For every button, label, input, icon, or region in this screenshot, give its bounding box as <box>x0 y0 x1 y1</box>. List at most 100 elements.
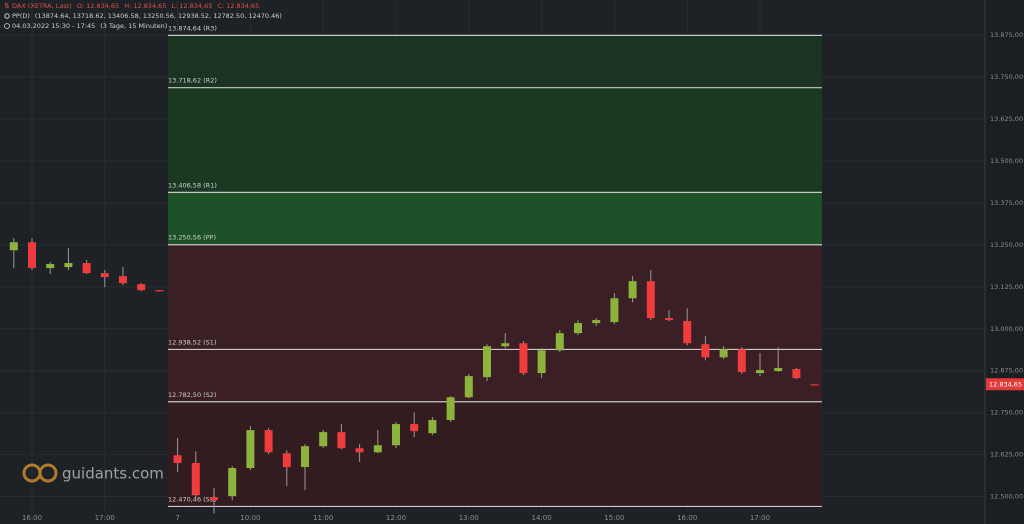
candle-body <box>701 344 710 358</box>
x-tick-label: 11:00 <box>313 514 333 522</box>
candle-body <box>228 468 237 497</box>
x-tick-label: 12:00 <box>386 514 406 522</box>
candle-body <box>264 430 273 453</box>
range: 04.03.2022 15:30 - 17:45 <box>12 22 95 30</box>
pivot-zone <box>168 35 822 88</box>
pivot-label: 13.406,58 (R1) <box>168 181 217 189</box>
candle-body <box>337 432 346 449</box>
candle-body <box>756 370 764 374</box>
candles <box>9 238 819 514</box>
pivot-zone <box>168 244 822 350</box>
candle-body <box>210 497 218 501</box>
x-tick-label: 17:00 <box>750 514 770 522</box>
instrument: DAX (XETRA, Last) <box>12 2 72 10</box>
y-tick-label: 13.000,00 <box>990 325 1023 333</box>
x-tick-label: 14:00 <box>532 514 552 522</box>
candle-body <box>46 264 55 269</box>
header: ⇅ DAX (XETRA, Last) PP(D) 04.03.2022 15:… <box>4 2 282 30</box>
y-tick-label: 12.750,00 <box>990 409 1023 417</box>
labels: 12.500,00 12.625,00 12.750,00 12.875,00 13.0… <box>22 31 1024 522</box>
candle-body <box>501 343 510 347</box>
x-tick-label: 17:00 <box>95 514 115 522</box>
indicator-name: PP(D) <box>12 12 30 20</box>
candle-body <box>301 446 309 468</box>
axis-panel <box>985 0 1024 524</box>
x-tick-label: 7 <box>175 514 179 522</box>
pivot-zone <box>168 192 822 245</box>
candle-body <box>373 445 382 453</box>
candle-body <box>282 453 291 468</box>
candle-body <box>355 448 364 453</box>
candle-body <box>446 397 455 421</box>
candle-body <box>592 320 601 324</box>
y-tick-label: 13.875,00 <box>990 31 1023 39</box>
indicator-values: (13874.64, 13718.62, 13406.58, 13250.56,… <box>35 12 282 20</box>
y-tick-label: 13.250,00 <box>990 241 1023 249</box>
y-tick-label: 12.625,00 <box>990 451 1023 459</box>
candle-body <box>82 263 91 274</box>
candle-body <box>392 424 400 446</box>
pivot-zone <box>168 349 822 402</box>
candle-body <box>792 369 801 379</box>
candle-body <box>100 273 109 278</box>
candle-body <box>410 424 419 432</box>
candle-body <box>665 318 673 321</box>
y-tick-label: 13.750,00 <box>990 73 1023 81</box>
pivot-label: 12.938,52 (S1) <box>168 338 216 346</box>
candle-body <box>191 462 200 496</box>
watermark: guidants.com <box>22 463 164 483</box>
candle-body <box>737 349 746 373</box>
y-tick-label: 13.125,00 <box>990 283 1023 291</box>
candle-body <box>574 323 582 334</box>
y-tick-label: 13.375,00 <box>990 199 1023 207</box>
pivot-label: 12.782,50 (S2) <box>168 391 216 399</box>
range-detail: (3 Tage, 15 Minuten) <box>100 22 167 30</box>
y-tick-label: 13.500,00 <box>990 157 1023 165</box>
pivot-label: 13.250,56 (PP) <box>168 234 216 242</box>
candle-body <box>173 455 182 463</box>
ohlc-value: L: 12.834,65 <box>171 2 212 10</box>
ohlc-value: H: 12.834,65 <box>124 2 166 10</box>
candle-body <box>537 350 546 374</box>
candle-body <box>810 384 819 386</box>
candle-body <box>319 432 328 447</box>
candle-body <box>9 242 18 251</box>
y-tick-label: 13.625,00 <box>990 115 1023 123</box>
candle-body <box>646 281 655 319</box>
pivot-zones: 13.874,64 (R3) 13.718,62 (R2) 13.406,58 (R… <box>168 24 822 508</box>
candle-body <box>555 333 564 351</box>
last-price-tag <box>986 378 1024 391</box>
ohlc-value: C: 12.834,65 <box>217 2 259 10</box>
last-price-label: 12.834,65 <box>989 380 1022 388</box>
pivot-zone <box>168 87 822 193</box>
candle-body <box>428 420 437 434</box>
candle-body <box>519 343 528 374</box>
candle-body <box>610 298 619 323</box>
x-tick-label: 16:00 <box>22 514 42 522</box>
header-icon: ⇅ <box>4 2 10 10</box>
candle-body <box>119 276 127 284</box>
pivot-zone <box>168 401 822 507</box>
x-tick-label: 13:00 <box>459 514 479 522</box>
candle-body <box>683 321 692 344</box>
pivot-label: 12.470,46 (S3) <box>168 495 216 503</box>
pivot-label: 13.718,62 (R2) <box>168 77 217 85</box>
watermark-text: guidants.com <box>62 465 164 483</box>
indicator-icon <box>4 13 10 19</box>
candle-body <box>464 376 473 398</box>
logo-ring <box>38 463 58 483</box>
candle-body <box>28 242 36 269</box>
ohlc-value: O: 12.834,65 <box>77 2 119 10</box>
y-tick-label: 12.500,00 <box>990 493 1023 501</box>
x-tick-label: 10:00 <box>240 514 260 522</box>
candle-body <box>719 349 728 358</box>
candle-body <box>246 430 255 469</box>
candle-body <box>64 263 73 268</box>
y-tick-label: 12.875,00 <box>990 367 1023 375</box>
candle-body <box>483 346 491 378</box>
candle-body <box>774 368 783 372</box>
pivot-label: 13.874,64 (R3) <box>168 24 217 32</box>
candle-body <box>628 281 637 299</box>
x-tick-label: 15:00 <box>604 514 624 522</box>
